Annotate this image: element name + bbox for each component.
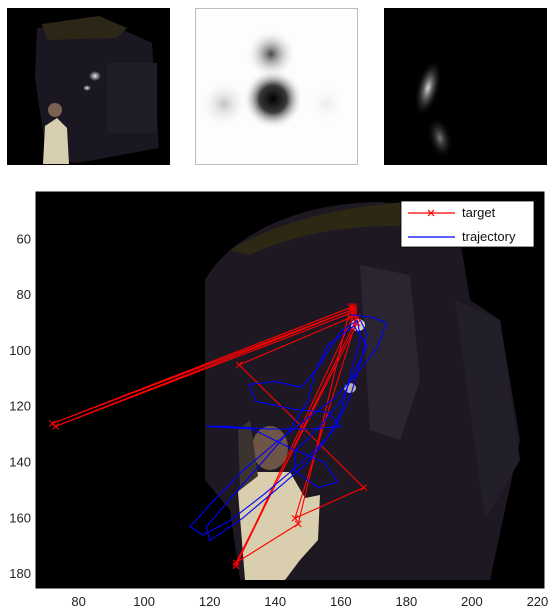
x-tick-label: 140 (264, 594, 286, 609)
target-marker (52, 422, 60, 430)
x-tick-label: 220 (527, 594, 548, 609)
filter-thumbnail (195, 8, 358, 165)
legend-target-label: target (462, 205, 496, 220)
plot-background-image (36, 192, 544, 588)
y-tick-label: 160 (9, 510, 31, 525)
y-tick-label: 120 (9, 399, 31, 414)
target-marker (235, 361, 243, 369)
legend-target-marker (427, 209, 435, 217)
target-marker (294, 520, 302, 528)
trajectory-plot: 80 100 120 140 160 180 200 220 60 80 100 120 140 160… (9, 191, 548, 609)
legend: target trajectory (400, 200, 535, 248)
plot-frame (35, 191, 545, 589)
x-tick-label: 120 (199, 594, 221, 609)
scene-thumbnail (7, 8, 170, 165)
target-series-line (51, 305, 365, 567)
target-marker (291, 514, 299, 522)
response-thumbnail (384, 8, 547, 165)
x-tick-label: 100 (133, 594, 155, 609)
x-tick-label: 160 (330, 594, 352, 609)
y-tick-label: 100 (9, 343, 31, 358)
x-tick-label: 80 (71, 594, 85, 609)
y-tick-label: 80 (17, 287, 31, 302)
x-tick-label: 200 (461, 594, 483, 609)
target-marker (350, 308, 358, 316)
target-marker (347, 302, 355, 310)
legend-trajectory-label: trajectory (462, 229, 516, 244)
trajectory-series-line (189, 314, 388, 542)
y-tick-label: 180 (9, 566, 31, 581)
target-marker (232, 559, 240, 567)
y-tick-label: 140 (9, 455, 31, 470)
y-tick-label: 60 (17, 231, 31, 246)
target-marker (232, 562, 240, 570)
target-marker (360, 484, 368, 491)
x-tick-label: 180 (395, 594, 417, 609)
